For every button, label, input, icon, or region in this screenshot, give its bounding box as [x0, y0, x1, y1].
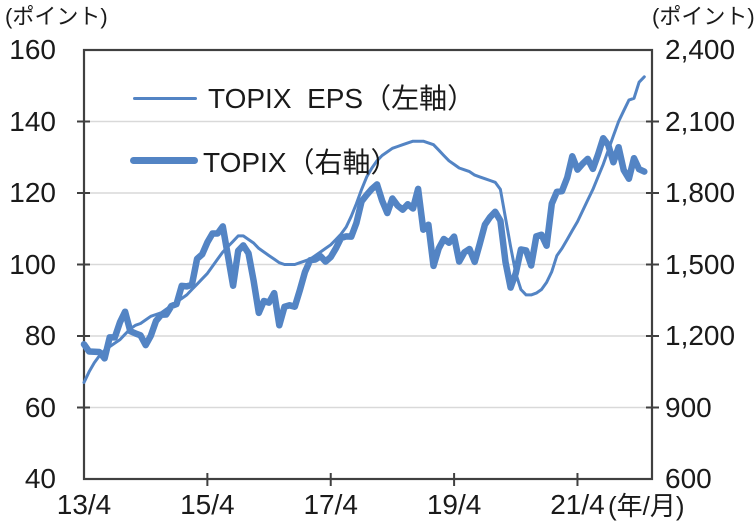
plot-border: [82, 48, 654, 481]
right-axis-tick-label: 1,500: [665, 248, 736, 280]
left-axis-tick-label: 100: [9, 248, 56, 280]
right-axis-tick-label: 1,800: [665, 177, 736, 208]
legend-label-topix: TOPIX（右軸）: [203, 147, 399, 178]
x-axis-tick-label: 13/4: [56, 489, 112, 520]
x-axis-tick-label: 19/4: [426, 489, 482, 520]
right-axis-unit-label: (ポイント): [652, 4, 754, 29]
legend-label-eps: TOPIX EPS（左軸）: [208, 83, 476, 114]
right-axis-tick-label: 1,200: [665, 320, 736, 351]
series-line-topix: [80, 134, 648, 362]
x-axis-tick-label: 15/4: [180, 489, 235, 520]
left-axis-tick-label: 60: [24, 391, 56, 423]
legend-line-sample-topix: [130, 157, 198, 164]
left-axis-unit-label: (ポイント): [5, 4, 108, 29]
left-axis-tick-label: 160: [9, 34, 56, 65]
x-axis-tick-label: 17/4: [303, 489, 358, 520]
left-axis-tick-label: 140: [9, 105, 56, 137]
legend-line-sample-eps: [133, 97, 197, 100]
right-axis-tick-label: 900: [665, 391, 712, 423]
left-axis-tick-label: 80: [24, 320, 56, 351]
x-axis-tick-label: 21/4: [550, 489, 605, 520]
right-axis-tick-label: 2,100: [665, 105, 736, 137]
left-axis-tick-label: 120: [9, 177, 56, 208]
right-axis-tick-label: 2,400: [665, 34, 736, 65]
left-axis-tick-label: 40: [24, 463, 56, 494]
right-axis-tick-label: 600: [665, 463, 712, 494]
x-axis-unit-label: (年/月): [608, 491, 685, 521]
